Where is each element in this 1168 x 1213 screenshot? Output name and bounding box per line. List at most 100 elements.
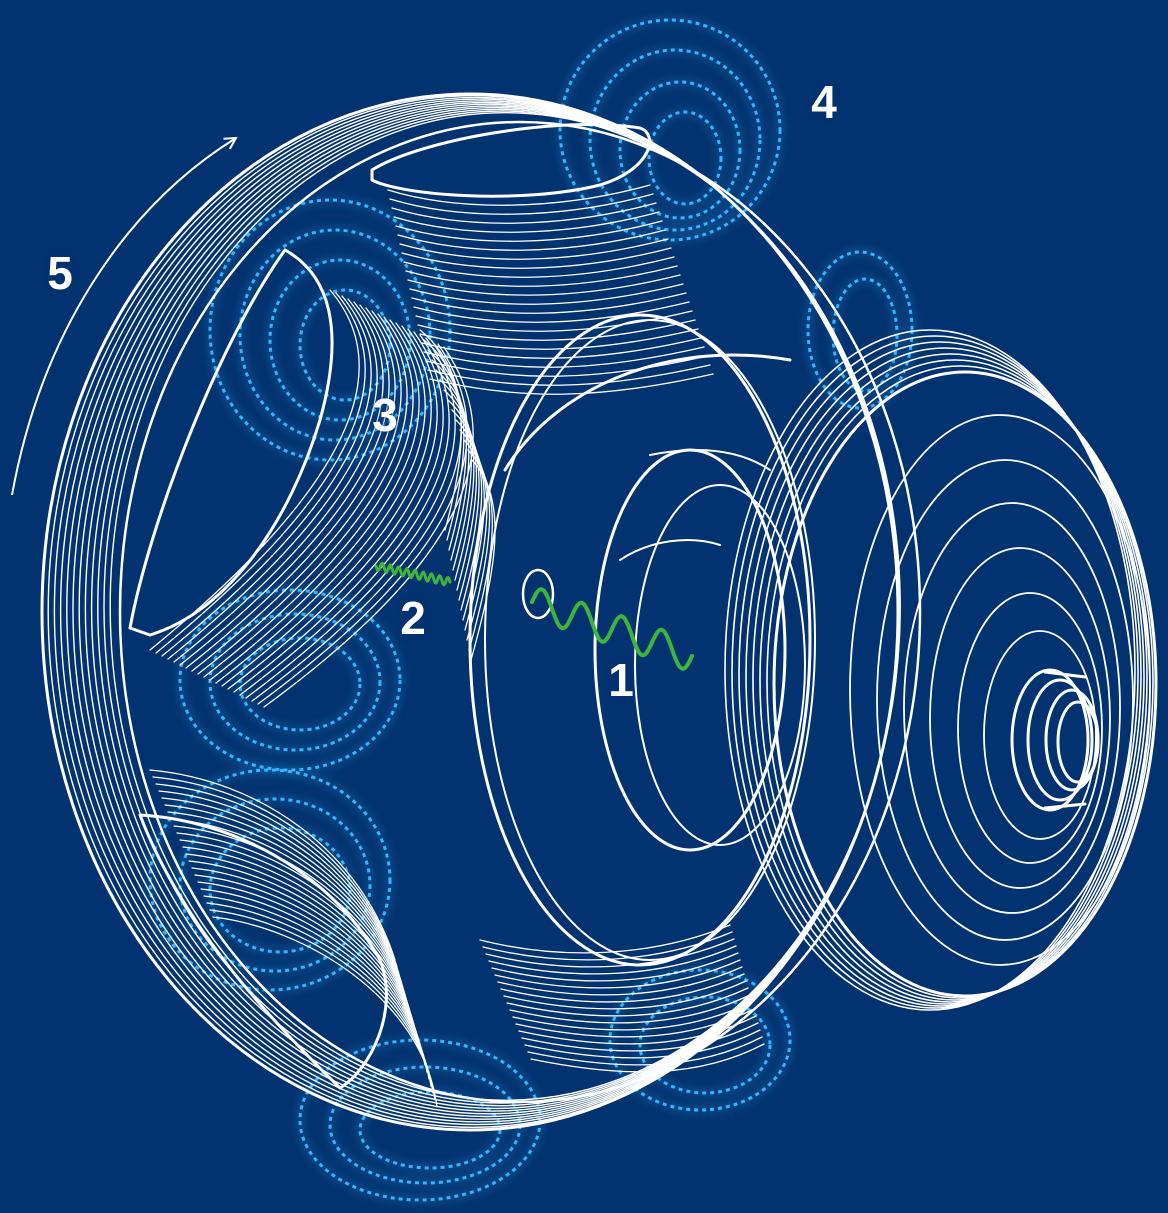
blade-fin (527, 1036, 763, 1066)
flow-loop-upper-left (208, 198, 452, 462)
blade-fin (152, 776, 398, 968)
blade-fin (417, 319, 696, 341)
shaft (593, 448, 806, 852)
blade-fin (239, 334, 450, 696)
blade-fin (212, 916, 438, 1108)
label-3: 3 (372, 389, 398, 441)
blade-fin (524, 1029, 761, 1059)
axle-hub (1010, 668, 1100, 812)
blade-fin (530, 1043, 765, 1073)
front-ring (731, 335, 1139, 1009)
blade-fin (407, 274, 681, 296)
blade-fin (405, 265, 678, 287)
blade-fin (479, 924, 731, 954)
inner-rim (118, 120, 922, 1104)
blade-fin (389, 193, 654, 215)
blade-fin (512, 1001, 753, 1031)
blade-fin (459, 429, 488, 631)
blade-fin (494, 959, 741, 989)
inner-ring (929, 547, 1111, 889)
blade-fin (395, 220, 663, 242)
blade-fin (521, 1022, 759, 1052)
inner-ring (876, 459, 1134, 941)
blade-fin (500, 973, 745, 1003)
front-ring (724, 329, 1136, 1011)
flow-loop-lower-right (608, 968, 792, 1112)
blade-fin (185, 307, 396, 669)
blade-fin (506, 987, 749, 1017)
wave-2-icon (374, 561, 452, 587)
blade-fin (393, 211, 660, 233)
blade-fin (515, 1008, 755, 1038)
blade-fin (227, 328, 438, 690)
blade-fin (167, 811, 408, 1003)
blade-fin (263, 346, 474, 708)
blade-fin (401, 247, 672, 269)
inner-ring (957, 592, 1103, 864)
blade-lower-left (138, 813, 388, 1090)
blade-fin (161, 295, 372, 657)
blade-fin (221, 325, 432, 687)
blade-fin (209, 319, 420, 681)
front-ring (738, 341, 1142, 1007)
blade-fin (488, 945, 737, 975)
inner-ring (983, 630, 1097, 840)
blade-fin (403, 256, 675, 278)
label-4: 4 (811, 76, 837, 128)
blade-fin (425, 355, 708, 377)
blade-upper-left (128, 248, 334, 637)
outer-ring (109, 112, 901, 1101)
inner-ring (849, 414, 1151, 966)
blade-fin (431, 359, 470, 561)
blade-fin (158, 790, 402, 982)
blade-fin (467, 449, 493, 651)
outer-wheel-rings (40, 92, 922, 1132)
blade-fin (399, 238, 669, 260)
blade-fin (155, 292, 366, 654)
blade-fin (429, 373, 714, 395)
blade-fin (164, 804, 406, 996)
blade-fin (387, 184, 651, 206)
blade-fin (423, 346, 705, 368)
blade-fin (179, 839, 416, 1031)
blade-fin (203, 316, 414, 678)
blade-fin (215, 322, 426, 684)
blade-fin (233, 331, 444, 693)
front-wheel-rings (724, 329, 1158, 1011)
front-ring (752, 353, 1148, 1003)
blade-fin (463, 439, 491, 641)
front-wheel-inner-rings (849, 414, 1151, 966)
blade-fin (149, 769, 396, 961)
blade-fin (411, 292, 687, 314)
hub-hole (521, 568, 555, 620)
blade-fin (503, 980, 747, 1010)
blade-fin (509, 994, 751, 1024)
blade-fin (485, 938, 735, 968)
blade-fin (423, 339, 465, 541)
blade-fin (197, 313, 408, 675)
blade-fin (419, 328, 699, 350)
blade-fin (409, 283, 684, 305)
blade-fin (518, 1015, 757, 1045)
blade-fin (435, 369, 472, 571)
blade-top (370, 122, 651, 198)
label-5: 5 (47, 247, 73, 299)
blade-fin (182, 846, 418, 1038)
front-ring (745, 347, 1145, 1005)
blade-fin (155, 783, 400, 975)
blade-fin (491, 952, 739, 982)
rotation-arrow-icon (11, 136, 238, 496)
blade-fin (185, 853, 420, 1045)
blade-fin (397, 229, 666, 251)
blade-fin (149, 289, 360, 651)
blade-fin (167, 298, 378, 660)
blade-fin (173, 301, 384, 663)
blade-fin (413, 301, 690, 323)
label-2: 2 (400, 592, 426, 644)
turbine-line-art (40, 92, 1158, 1132)
blade-fin (173, 825, 412, 1017)
front-ring (772, 370, 1158, 998)
blade-fin (391, 202, 657, 224)
wave-1-icon (530, 587, 694, 671)
inner-ring (903, 502, 1121, 914)
